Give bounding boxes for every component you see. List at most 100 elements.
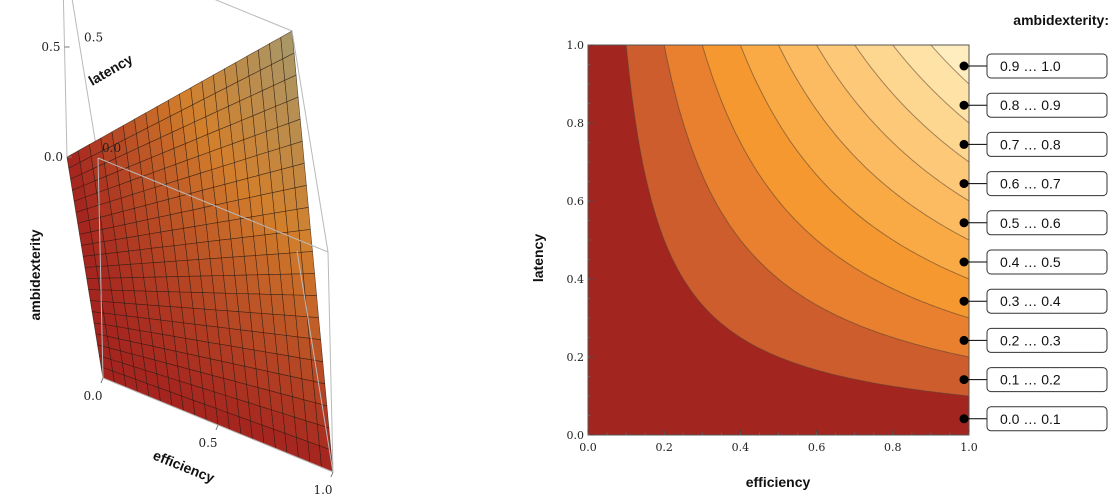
box-edge	[327, 251, 334, 473]
surface-patch	[179, 291, 194, 309]
surface-patch	[109, 277, 124, 291]
surface-patch	[183, 226, 198, 245]
surface-patch	[145, 290, 160, 307]
surface-patch	[99, 289, 114, 303]
surface-patch	[96, 265, 110, 279]
contour-xlabel: efficiency	[746, 474, 811, 490]
surface-patch	[213, 292, 228, 312]
surface-patch	[230, 237, 245, 258]
surface-patch	[271, 189, 287, 214]
surface-patch	[257, 274, 272, 295]
surface-patch	[168, 195, 182, 216]
surface-patch	[190, 291, 205, 310]
surface-patch	[139, 247, 154, 264]
surface-patch	[188, 172, 203, 194]
surface-y-tick-label: 0.5	[84, 31, 103, 45]
surface-patch	[245, 155, 260, 179]
surface-patch	[226, 199, 241, 222]
contour-y-tick-label: 0.8	[567, 117, 585, 130]
surface-patch	[113, 224, 128, 241]
surface-patch	[166, 276, 181, 293]
surface-patch	[81, 243, 95, 257]
surface-patch	[243, 135, 258, 160]
surface-x-tick-label: 0.5	[198, 436, 217, 450]
surface-z-tick-label: 0.0	[44, 150, 63, 164]
surface-patch	[241, 235, 256, 257]
surface-patch	[238, 311, 253, 332]
surface-patch	[236, 177, 251, 201]
surface-patch	[162, 245, 177, 263]
box-edge	[71, 0, 99, 159]
surface-patch	[266, 253, 281, 275]
surface-patch	[278, 252, 293, 275]
contour-line	[892, 44, 970, 124]
surface-patch	[154, 276, 169, 293]
surface-patch	[168, 291, 183, 308]
surface-patch	[101, 226, 116, 242]
surface-patch	[290, 140, 305, 167]
bounding-box-front	[97, 30, 334, 473]
box-edge	[62, 0, 68, 158]
surface-patch	[156, 198, 171, 218]
surface-patch	[82, 254, 97, 268]
legend-label: 0.2 … 0.3	[1000, 332, 1061, 348]
surface-patch	[275, 101, 290, 128]
surface-x-tick	[100, 377, 104, 384]
surface-x-tick-label: 1.0	[313, 483, 332, 497]
surface-ylabel: latency	[86, 51, 136, 89]
surface-patch	[222, 162, 237, 185]
surface-patch	[249, 194, 264, 218]
surface-patch	[296, 207, 311, 232]
surface-patch	[294, 185, 309, 210]
surface-patch	[187, 259, 202, 277]
surface-patch	[166, 179, 181, 200]
surface-patch	[228, 218, 243, 240]
surface-patch	[79, 231, 94, 246]
surface-patch	[145, 201, 160, 220]
contour-y-tick-label: 0.4	[567, 273, 585, 286]
surface-patch	[192, 207, 207, 227]
surface-patch	[205, 222, 220, 242]
surface-patch	[221, 256, 236, 276]
legend-label: 0.7 … 0.8	[1000, 136, 1061, 152]
surface-patch	[118, 263, 133, 279]
surface-y-tick-label: 0.0	[102, 141, 121, 155]
surface-patch	[177, 275, 192, 293]
contour-lines	[625, 44, 970, 397]
surface-patch	[88, 289, 103, 302]
surface-patch	[211, 275, 226, 294]
surface-patch	[234, 274, 249, 295]
contour-line	[816, 44, 970, 202]
surface-patch	[196, 241, 211, 260]
surface-patch	[160, 229, 175, 248]
contour-x-tick-label: 1.0	[960, 441, 978, 454]
contour-x-tick-label: 0.4	[732, 441, 750, 454]
surface-patch	[232, 255, 247, 276]
surface-patch	[171, 227, 186, 247]
legend-title: ambidexterity:	[1013, 12, 1109, 28]
surface-patch	[263, 105, 278, 132]
surface-patch	[116, 250, 131, 266]
legend-label: 0.3 … 0.4	[1000, 293, 1061, 309]
surface-patch	[200, 275, 215, 294]
legend-label: 0.4 … 0.5	[1000, 254, 1061, 270]
surface-patch	[202, 186, 217, 208]
surface-patch	[260, 192, 275, 216]
surface-patch	[219, 238, 234, 259]
surface-patch	[111, 210, 126, 228]
surface-patch	[175, 259, 190, 277]
surface-xlabel: efficiency	[151, 447, 217, 486]
surface-patch	[130, 263, 145, 278]
contour-line	[930, 44, 970, 85]
surface-patch	[207, 239, 222, 260]
surface-patch	[265, 126, 280, 153]
surface-patch	[133, 290, 148, 306]
surface-patch	[211, 165, 226, 188]
surface-patch	[141, 262, 156, 278]
surface-patch	[137, 233, 152, 251]
surface-patch	[254, 131, 269, 156]
surface-patch	[280, 273, 295, 296]
legend-box	[986, 367, 1108, 393]
surface-patch	[209, 257, 224, 277]
surface-patch	[124, 221, 139, 239]
